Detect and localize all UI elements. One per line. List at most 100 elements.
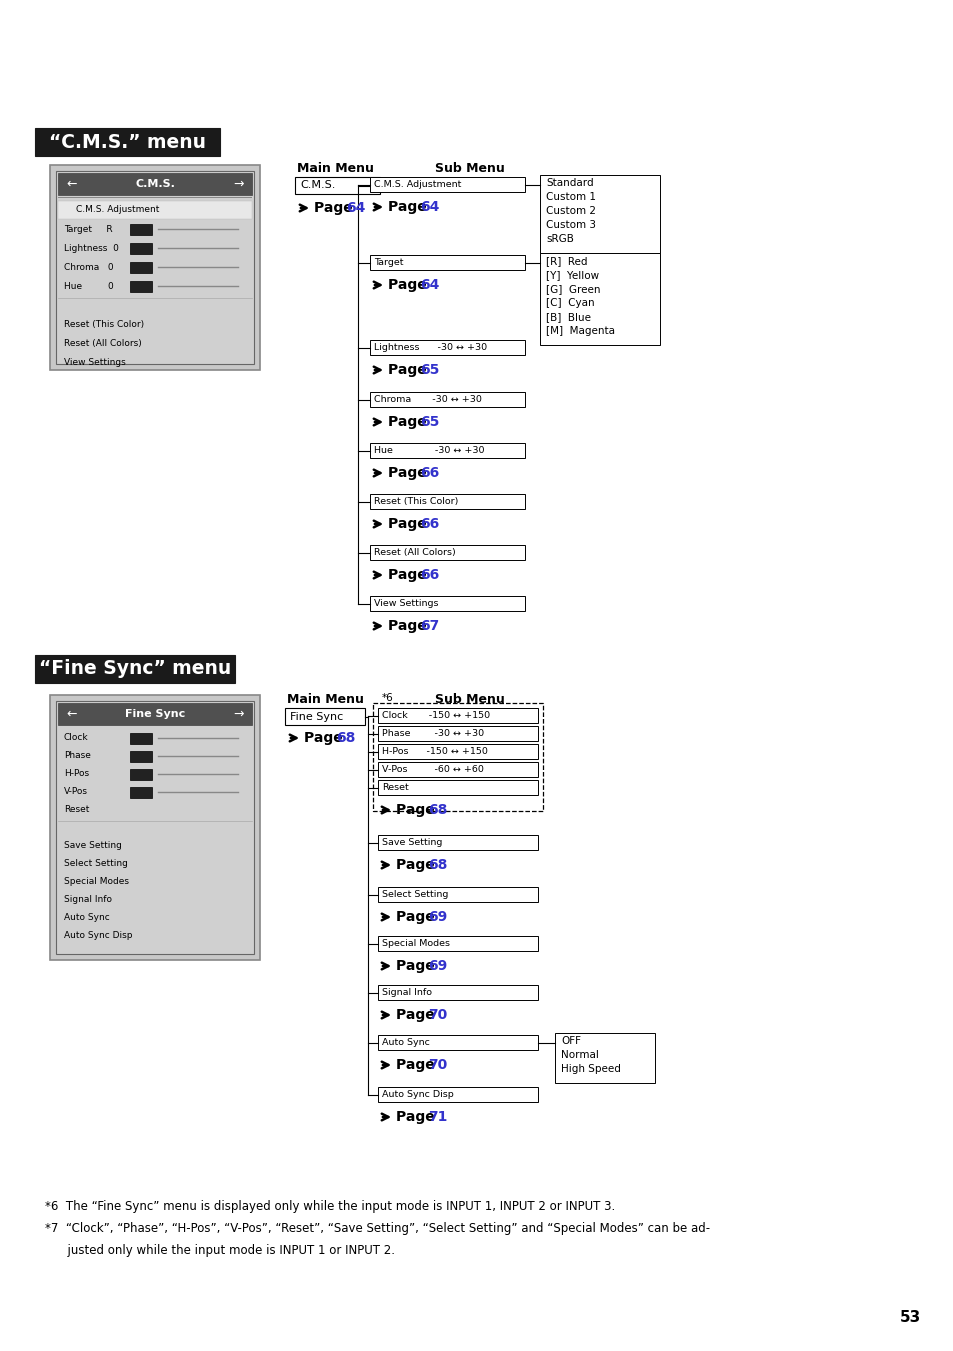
Bar — [377, 936, 537, 951]
Text: Custom 3: Custom 3 — [545, 220, 596, 230]
Text: Normal: Normal — [560, 1050, 598, 1061]
Text: Hue              -30 ↔ +30: Hue -30 ↔ +30 — [374, 446, 484, 455]
Text: Reset (This Color): Reset (This Color) — [64, 320, 144, 330]
Text: 70: 70 — [428, 1058, 447, 1071]
Text: Page: Page — [395, 802, 439, 817]
Text: 53: 53 — [899, 1310, 920, 1325]
Bar — [285, 708, 365, 725]
Text: Page: Page — [395, 1058, 439, 1071]
Bar — [539, 253, 659, 345]
Text: 70: 70 — [428, 1008, 447, 1021]
Bar — [58, 703, 252, 725]
Text: 64: 64 — [419, 278, 439, 292]
Text: C.M.S. Adjustment: C.M.S. Adjustment — [76, 205, 159, 215]
Text: justed only while the input mode is INPUT 1 or INPUT 2.: justed only while the input mode is INPU… — [45, 1244, 395, 1256]
Text: 67: 67 — [419, 619, 438, 634]
Text: Auto Sync: Auto Sync — [64, 913, 110, 923]
Bar — [373, 703, 542, 811]
Text: Auto Sync Disp: Auto Sync Disp — [381, 1090, 454, 1098]
Text: Fine Sync: Fine Sync — [125, 709, 185, 719]
Text: Lightness  0: Lightness 0 — [64, 245, 119, 253]
Text: Reset (This Color): Reset (This Color) — [374, 497, 457, 507]
Text: ←: ← — [66, 177, 76, 190]
Text: Hue         0: Hue 0 — [64, 282, 113, 290]
Text: Sub Menu: Sub Menu — [435, 693, 504, 707]
Text: Reset (All Colors): Reset (All Colors) — [374, 549, 456, 557]
Bar — [35, 655, 234, 684]
Text: →: → — [233, 177, 244, 190]
Bar — [130, 281, 152, 292]
Text: Page: Page — [314, 201, 357, 215]
Bar — [130, 788, 152, 798]
Text: Chroma   0: Chroma 0 — [64, 263, 113, 272]
Bar — [539, 176, 659, 253]
Text: [M]  Magenta: [M] Magenta — [545, 326, 615, 336]
Text: Page: Page — [395, 1008, 439, 1021]
Text: [R]  Red: [R] Red — [545, 255, 587, 266]
Text: High Speed: High Speed — [560, 1065, 620, 1074]
Bar — [377, 725, 537, 740]
Text: →: → — [233, 708, 244, 720]
Text: Page: Page — [388, 466, 431, 480]
Text: Special Modes: Special Modes — [381, 939, 450, 948]
Text: Special Modes: Special Modes — [64, 878, 129, 886]
Text: Page: Page — [388, 278, 431, 292]
Text: Signal Info: Signal Info — [381, 988, 432, 997]
Bar — [377, 888, 537, 902]
Text: Reset: Reset — [64, 805, 90, 815]
Text: OFF: OFF — [560, 1036, 580, 1046]
Bar — [370, 494, 524, 509]
Bar — [377, 780, 537, 794]
Bar — [130, 224, 152, 235]
Text: Standard: Standard — [545, 178, 593, 188]
Text: [Y]  Yellow: [Y] Yellow — [545, 270, 598, 280]
Text: H-Pos: H-Pos — [64, 770, 89, 778]
Text: “Fine Sync” menu: “Fine Sync” menu — [39, 659, 231, 678]
Text: [B]  Blue: [B] Blue — [545, 312, 590, 322]
Bar — [58, 201, 252, 219]
Text: Select Setting: Select Setting — [381, 890, 448, 898]
Text: Main Menu: Main Menu — [296, 162, 373, 176]
Text: Fine Sync: Fine Sync — [290, 712, 343, 721]
Text: Target: Target — [374, 258, 403, 267]
Text: sRGB: sRGB — [545, 234, 574, 245]
Text: Clock: Clock — [64, 734, 89, 743]
Text: Page: Page — [388, 619, 431, 634]
Text: Reset (All Colors): Reset (All Colors) — [64, 339, 142, 349]
Text: 68: 68 — [335, 731, 355, 744]
Text: Phase        -30 ↔ +30: Phase -30 ↔ +30 — [381, 730, 483, 738]
Text: *6: *6 — [381, 693, 394, 703]
Bar — [50, 694, 260, 961]
Bar — [370, 340, 524, 355]
Bar — [370, 255, 524, 270]
Bar — [377, 1035, 537, 1050]
Text: Page: Page — [395, 1111, 439, 1124]
Text: Clock       -150 ↔ +150: Clock -150 ↔ +150 — [381, 711, 490, 720]
Bar — [130, 769, 152, 780]
Text: Sub Menu: Sub Menu — [435, 162, 504, 176]
Bar — [56, 172, 253, 363]
Bar — [370, 544, 524, 561]
Bar — [370, 596, 524, 611]
Text: V-Pos         -60 ↔ +60: V-Pos -60 ↔ +60 — [381, 765, 483, 774]
Text: View Settings: View Settings — [64, 358, 126, 367]
Text: Custom 1: Custom 1 — [545, 192, 596, 203]
Bar — [377, 744, 537, 759]
Text: 68: 68 — [428, 858, 447, 871]
Text: Select Setting: Select Setting — [64, 859, 128, 869]
Text: Page: Page — [304, 731, 347, 744]
Text: ←: ← — [66, 708, 76, 720]
Text: Signal Info: Signal Info — [64, 896, 112, 905]
Text: View Settings: View Settings — [374, 598, 438, 608]
Bar — [370, 177, 524, 192]
Bar — [130, 751, 152, 762]
Text: 69: 69 — [428, 911, 447, 924]
Text: C.M.S.: C.M.S. — [299, 181, 335, 190]
Bar — [377, 985, 537, 1000]
Text: Page: Page — [395, 959, 439, 973]
Text: Main Menu: Main Menu — [286, 693, 363, 707]
Text: Phase: Phase — [64, 751, 91, 761]
Bar — [50, 165, 260, 370]
Text: [G]  Green: [G] Green — [545, 284, 599, 295]
Text: 66: 66 — [419, 567, 438, 582]
